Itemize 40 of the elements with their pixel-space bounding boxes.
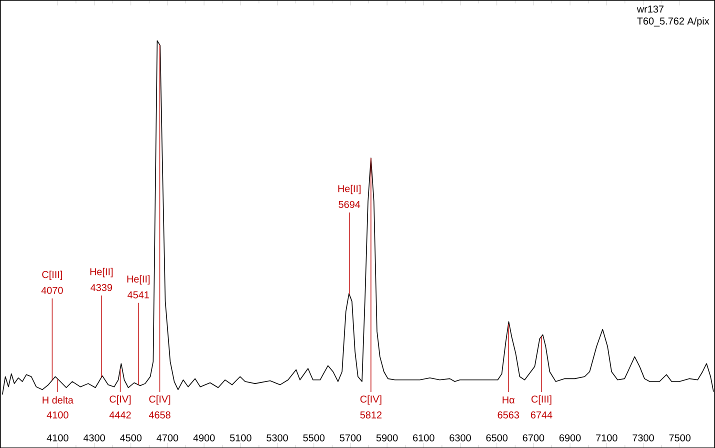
x-tick-label: 6100 [413, 434, 434, 442]
x-tick-label: 4500 [120, 434, 142, 442]
x-tick-label: 7500 [669, 434, 691, 442]
x-tick-label: 5900 [376, 434, 398, 442]
annotation: Hα [502, 396, 515, 404]
annotation: 4070 [41, 286, 63, 294]
x-tick-label: 5700 [340, 434, 362, 442]
annotation: C[III] [531, 395, 552, 404]
x-tick-label: 4700 [156, 434, 178, 442]
annotation: H delta [42, 396, 74, 404]
annotation: He[II] [338, 184, 361, 194]
annotation: 4339 [90, 284, 112, 291]
annotation: 6563 [498, 411, 520, 418]
x-tick-label: 4900 [193, 434, 215, 442]
annotation: 4442 [109, 411, 131, 418]
annotation: 5694 [338, 200, 360, 208]
annotation: C[III] [42, 270, 62, 280]
annotation: 4541 [128, 291, 149, 298]
annotation: C[IV] [149, 395, 170, 404]
x-tick-label: 6300 [450, 434, 471, 442]
x-tick-label: 7300 [632, 434, 654, 442]
annotation: 5812 [360, 411, 382, 418]
annotation: C[IV] [110, 395, 131, 404]
chart-title: wr137 [636, 5, 664, 12]
x-tick-label: 5100 [230, 434, 252, 442]
x-tick-label: 5300 [266, 434, 288, 442]
annotation: He[II] [127, 275, 150, 284]
annotation: 4100 [46, 411, 68, 418]
x-tick-label: 6700 [522, 434, 544, 442]
annotation: 4658 [148, 411, 170, 418]
x-tick-label: 4100 [46, 434, 68, 442]
annotation: C[IV] [360, 395, 382, 404]
x-tick-label: 6500 [486, 434, 508, 442]
x-tick-label: 7100 [596, 434, 618, 442]
annotation: He[II] [90, 268, 113, 278]
x-tick-label: 4300 [83, 434, 105, 442]
x-tick-label: 6900 [559, 434, 581, 442]
x-tick-label: 5500 [303, 434, 325, 442]
chart-subtitle: T60_5.762 A/pix [637, 17, 710, 26]
annotation: 6744 [530, 411, 552, 418]
